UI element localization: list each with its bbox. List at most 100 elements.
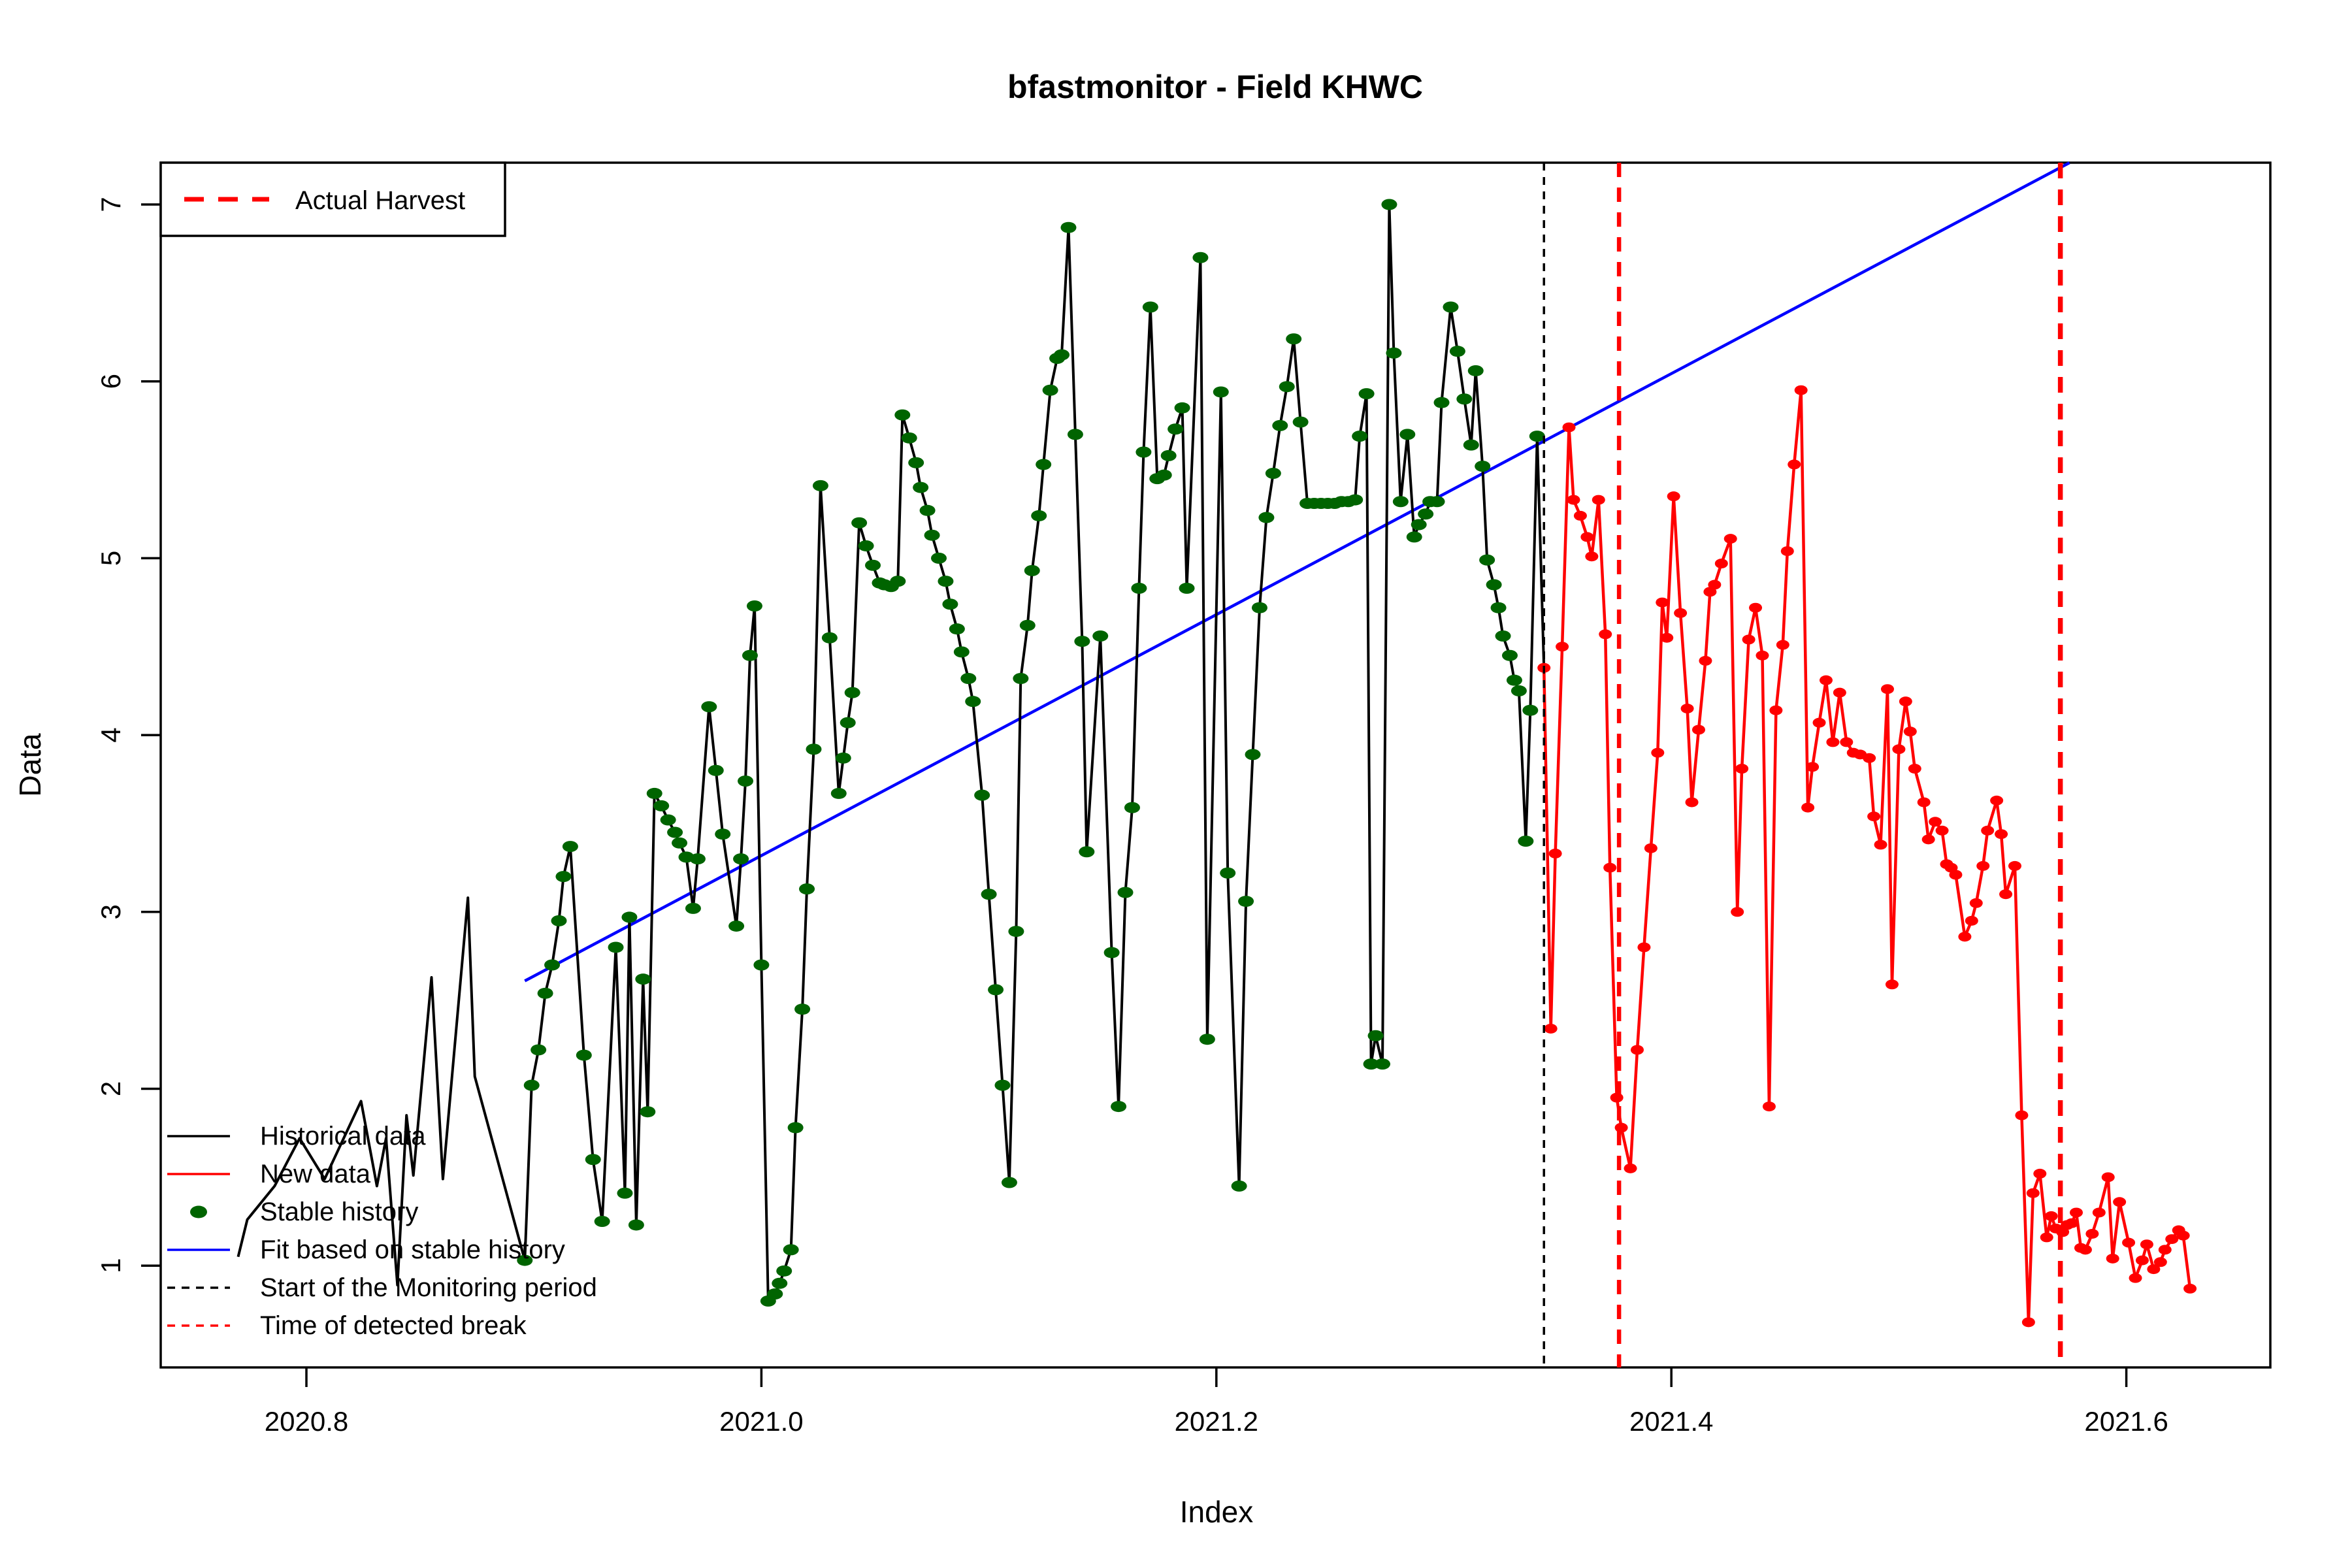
new-data-dot (1610, 1092, 1624, 1103)
chart-generated-content: 2020.8 2021.0 2021.2 2021.4 2021.6 1 2 3 4 5 6 7 Act… (95, 161, 2272, 1437)
stable-history-dot (1392, 496, 1409, 508)
stable-history-dot (653, 800, 670, 811)
stable-history-dot (776, 1265, 792, 1277)
stable-history-dot (672, 837, 688, 849)
new-data-dot (2129, 1273, 2142, 1283)
stable-history-dot (830, 787, 847, 799)
stable-history-dot (738, 775, 754, 787)
new-data-dot (1544, 1023, 1558, 1034)
stable-history-dot (908, 457, 924, 468)
stable-history-dot (806, 743, 822, 755)
stable-history-dot (1213, 386, 1229, 398)
plot-title: bfastmonitor - Field KHWC (1007, 69, 1423, 105)
new-data-dot (1714, 559, 1728, 569)
stable-history-dot (1272, 419, 1288, 431)
stable-history-dot (523, 1079, 540, 1091)
stable-history-dot (799, 883, 815, 895)
new-data-dot (1624, 1163, 1637, 1173)
stable-history-dot (753, 959, 770, 971)
stable-history-dot (1220, 867, 1236, 879)
x-tick-label: 2021.0 (719, 1406, 803, 1437)
new-data-dot (1999, 889, 2013, 900)
x-tick-label: 2021.2 (1175, 1406, 1258, 1437)
new-data-dot (1742, 634, 1756, 645)
stable-history-dot (1374, 1058, 1390, 1070)
new-data-dot (2113, 1197, 2127, 1207)
new-data-dot (2026, 1188, 2040, 1198)
stable-history-dot (1008, 926, 1024, 938)
y-tick-label: 2 (95, 1081, 126, 1096)
new-data-dot (1614, 1122, 1628, 1133)
new-data-dot (1885, 979, 1899, 990)
stable-history-dot (858, 540, 874, 551)
stable-history-dot (772, 1277, 788, 1289)
new-data-dot (2069, 1207, 2083, 1218)
y-tick-label: 4 (95, 727, 126, 742)
new-data-dot (2165, 1234, 2179, 1245)
stable-history-dot (660, 814, 676, 826)
plot-border (159, 161, 2272, 1369)
x-tick-label: 2021.4 (1629, 1406, 1713, 1437)
new-data-dot (1762, 1102, 1776, 1112)
stable-history-dot (1286, 333, 1302, 345)
stable-history-dot (551, 915, 567, 926)
stable-history-dot (1251, 602, 1267, 613)
new-data-dot (1731, 907, 1744, 917)
stable-history-dot (1258, 512, 1275, 523)
stable-history-dot (965, 696, 981, 708)
new-data-dot (1801, 802, 1815, 813)
stable-history-dot (794, 1004, 811, 1015)
stable-history-dot (544, 959, 561, 971)
stable-history-dot (715, 828, 731, 840)
new-data-dot (1723, 534, 1737, 544)
new-data-dot (1685, 797, 1699, 808)
stable-history-dot (1358, 388, 1375, 400)
new-data-dot (1651, 747, 1665, 758)
stable-history-dot (1367, 1030, 1384, 1041)
new-data-dot (2015, 1110, 2029, 1120)
new-data-dot (1819, 675, 1833, 685)
stable-history-dot (1001, 1177, 1017, 1188)
stable-history-dot (988, 984, 1004, 996)
new-data-dot (2140, 1239, 2153, 1250)
legend-bottom-label: Fit based on stable history (260, 1235, 565, 1264)
new-data-dot (1833, 687, 1846, 698)
stable-history-dot (835, 752, 851, 764)
new-data-dot (1949, 870, 1963, 880)
stable-history-dot (1103, 947, 1120, 958)
stable-history-dot (1511, 685, 1527, 696)
new-data-dot (1644, 843, 1658, 853)
stable-history-dot (1245, 749, 1261, 760)
new-data-dot (1995, 829, 2008, 840)
stable-history-dot (689, 853, 706, 865)
new-data-dot (1867, 811, 1881, 822)
stable-history-dot (628, 1219, 644, 1231)
new-data-dot (1812, 717, 1826, 728)
stable-history-dot (851, 517, 868, 529)
stable-history-dot (930, 552, 947, 564)
stable-history-dot (919, 504, 936, 516)
new-data-dot (1981, 825, 1995, 836)
new-data-dot (1780, 546, 1794, 557)
stable-history-dot (960, 672, 977, 684)
stable-history-dot (1501, 649, 1518, 661)
new-data-dot (2122, 1237, 2136, 1248)
stable-history-dot (1429, 496, 1445, 508)
stable-history-dot (621, 911, 638, 923)
stable-history-dot (1456, 393, 1473, 405)
stable-history-dot (1054, 349, 1070, 361)
new-data-dot (1680, 703, 1694, 713)
stable-history-dot (844, 687, 860, 698)
stable-history-dot (1352, 431, 1368, 442)
stable-history-dot (894, 409, 911, 421)
y-tick-label: 1 (95, 1258, 126, 1273)
new-data-dot (2033, 1168, 2047, 1179)
new-data-dot (1929, 817, 1942, 827)
stable-history-dot (1042, 384, 1058, 396)
legend-top-label: Actual Harvest (295, 186, 465, 215)
stable-history-dot (787, 1122, 804, 1134)
stable-history-dot (517, 1254, 533, 1266)
legend-bottom-label: Historical data (260, 1122, 426, 1151)
stable-history-dot (608, 941, 624, 953)
stable-history-dot (1433, 397, 1450, 408)
